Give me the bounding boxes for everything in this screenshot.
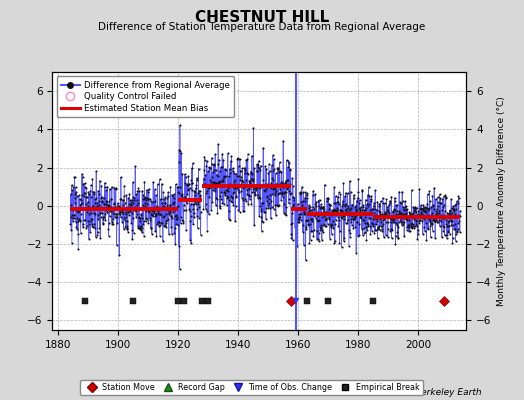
- Legend: Difference from Regional Average, Quality Control Failed, Estimated Station Mean: Difference from Regional Average, Qualit…: [57, 76, 234, 117]
- Y-axis label: Monthly Temperature Anomaly Difference (°C): Monthly Temperature Anomaly Difference (…: [497, 96, 506, 306]
- Text: Difference of Station Temperature Data from Regional Average: Difference of Station Temperature Data f…: [99, 22, 425, 32]
- Legend: Station Move, Record Gap, Time of Obs. Change, Empirical Break: Station Move, Record Gap, Time of Obs. C…: [80, 380, 423, 395]
- Text: Berkeley Earth: Berkeley Earth: [416, 388, 482, 397]
- Text: CHESTNUT HILL: CHESTNUT HILL: [195, 10, 329, 25]
